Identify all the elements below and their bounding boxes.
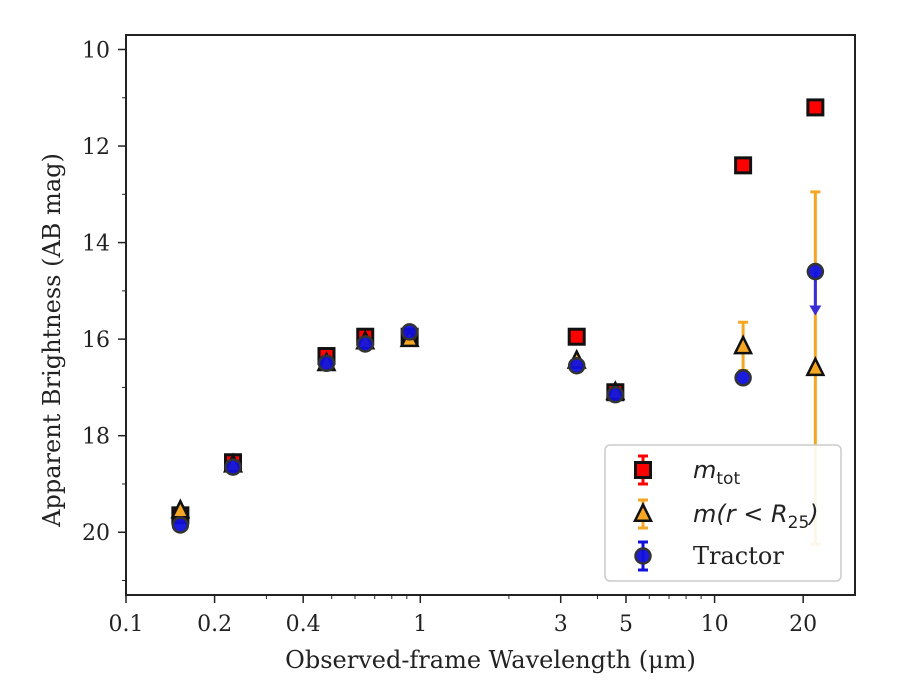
x-tick-label: 1 xyxy=(413,612,427,637)
data-point xyxy=(400,323,419,341)
data-point xyxy=(806,262,825,281)
data-point xyxy=(356,335,374,353)
y-tick-label: 16 xyxy=(82,328,110,353)
x-tick-label: 0.4 xyxy=(286,612,321,637)
y-tick-label: 14 xyxy=(82,232,110,257)
x-tick-label: 5 xyxy=(619,612,633,637)
y-tick-label: 20 xyxy=(82,521,110,546)
legend-marker xyxy=(632,501,654,522)
data-point xyxy=(606,385,625,404)
data-point xyxy=(734,156,753,175)
x-axis: 0.1 0.2 0.4 1 3 5 10 20 xyxy=(109,595,817,637)
legend: mtot m(r < R25) Tractor xyxy=(604,444,842,582)
x-tick-label: 0.1 xyxy=(109,612,144,637)
x-tick-label: 20 xyxy=(789,612,817,637)
x-tick-label: 0.2 xyxy=(197,612,232,637)
data-point xyxy=(224,458,242,476)
x-axis-label: Observed-frame Wavelength (μm) xyxy=(285,646,696,674)
series-circle xyxy=(171,262,825,534)
data-point xyxy=(734,369,752,387)
data-point xyxy=(806,98,825,117)
legend-label: Tractor xyxy=(693,542,784,570)
data-point xyxy=(805,356,826,377)
legend-marker xyxy=(634,547,652,565)
data-point xyxy=(567,327,586,346)
data-point xyxy=(171,516,190,534)
legend-label: mtot xyxy=(693,456,740,489)
y-tick-label: 10 xyxy=(82,38,110,63)
legend-box xyxy=(604,444,842,582)
legend-marker xyxy=(634,461,652,479)
y-tick-label: 12 xyxy=(82,135,110,160)
y-tick-label: 18 xyxy=(82,425,110,450)
legend-label: m(r < R25) xyxy=(693,500,819,533)
x-tick-label: 3 xyxy=(554,612,568,637)
y-axis: 10 12 14 16 18 20 xyxy=(82,38,126,582)
data-point xyxy=(317,354,336,373)
y-axis-label: Apparent Brightness (AB mag) xyxy=(38,153,66,528)
x-tick-label: 10 xyxy=(701,612,729,637)
upper-limit-arrow xyxy=(809,305,822,316)
data-point xyxy=(733,334,754,355)
plot-frame xyxy=(125,34,856,596)
data-point xyxy=(567,356,586,375)
